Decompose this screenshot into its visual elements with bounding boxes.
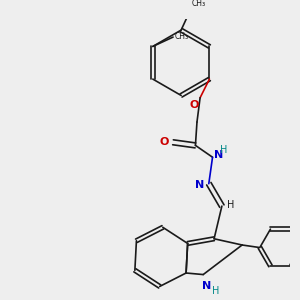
Text: O: O <box>160 137 169 147</box>
Text: N: N <box>202 281 211 291</box>
Text: CH₃: CH₃ <box>191 0 206 8</box>
Text: CH₃: CH₃ <box>175 32 189 41</box>
Text: H: H <box>220 145 228 155</box>
Text: H: H <box>212 286 219 296</box>
Text: H: H <box>227 200 234 210</box>
Text: N: N <box>214 150 223 161</box>
Text: N: N <box>195 180 204 190</box>
Text: O: O <box>189 100 199 110</box>
